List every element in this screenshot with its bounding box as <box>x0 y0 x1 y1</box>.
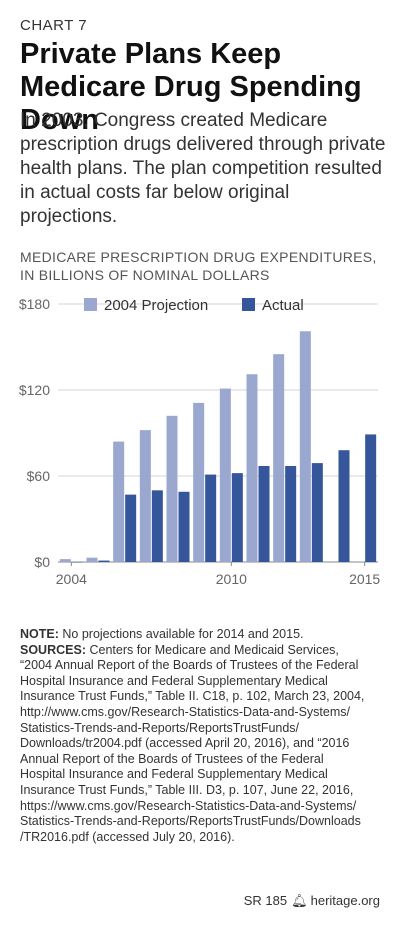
legend-label-actual: Actual <box>262 297 304 314</box>
projection-bar <box>59 559 71 562</box>
projection-bar <box>219 388 231 562</box>
actual-bar <box>178 491 190 562</box>
heritage-bell-icon: 🔔︎ <box>291 893 308 908</box>
legend-label-projection: 2004 Projection <box>104 297 208 314</box>
actual-bar <box>71 562 83 563</box>
legend-swatch-actual <box>242 298 255 311</box>
sources-line: “2004 Annual Report of the Boards of Tru… <box>20 658 359 673</box>
actual-bar <box>151 490 163 562</box>
note-line: NOTE: No projections available for 2014 … <box>20 627 386 643</box>
sources-line: http://www.cms.gov/Research-Statistics-D… <box>20 704 350 719</box>
projection-bar <box>139 430 151 562</box>
footer-site: heritage.org <box>310 893 380 908</box>
projection-bar <box>166 415 178 562</box>
notes-block: NOTE: No projections available for 2014 … <box>20 627 386 845</box>
actual-bar <box>231 473 243 562</box>
sources-line: Hospital Insurance and Federal Supplemen… <box>20 767 328 782</box>
y-tick-label: $120 <box>19 382 50 398</box>
projection-bar <box>299 331 311 562</box>
x-tick-label: 2010 <box>216 571 247 587</box>
actual-bar <box>285 465 297 562</box>
actual-bar <box>98 560 110 562</box>
legend-swatch-projection <box>84 298 97 311</box>
chart-headline: Private Plans Keep Medicare Drug Spendin… <box>20 38 362 136</box>
sources-line: https://www.cms.gov/Research-Statistics-… <box>20 798 357 813</box>
bar-chart: $0 $60 $120 $180 2004 2010 2015 2004 Projection… <box>19 296 381 587</box>
footer: SR 185 🔔︎ heritage.org <box>244 893 380 909</box>
y-tick-label: $0 <box>34 554 50 570</box>
projection-bar <box>86 557 98 562</box>
sources-line: /TR2016.pdf (accessed July 20, 2016). <box>20 829 235 844</box>
sources-line: Downloads/tr2004.pdf (accessed April 20,… <box>20 736 350 751</box>
sources-first-line: SOURCES: Centers for Medicare and Medica… <box>20 643 386 659</box>
sources-line: Centers for Medicare and Medicaid Servic… <box>89 642 339 657</box>
projection-bar <box>273 354 285 562</box>
actual-bar <box>258 465 270 562</box>
sources-line: Statistics-Trends-and-Reports/ReportsTru… <box>20 814 361 829</box>
chart-axis-title: MEDICARE PRESCRIPTION DRUG EXPENDITURES,… <box>20 248 390 284</box>
chart-number-label: CHART 7 <box>20 17 88 34</box>
sources-line: Statistics-Trends-and-Reports/ReportsTru… <box>20 720 300 735</box>
actual-bar <box>125 494 137 562</box>
chart-subtitle: In 2003, Congress created Medicare presc… <box>20 110 386 227</box>
y-tick-label: $180 <box>19 296 50 312</box>
x-tick-label: 2015 <box>349 571 380 587</box>
actual-bar <box>311 463 323 562</box>
chart-axis-title-line-2: IN BILLIONS OF NOMINAL DOLLARS <box>20 267 270 283</box>
x-tick-label: 2004 <box>56 571 87 587</box>
sources-line: Insurance Trust Funds,” Table II. C18, p… <box>20 689 365 704</box>
actual-bar <box>205 474 217 562</box>
projection-bar <box>246 374 258 562</box>
chart-axis-title-line-1: MEDICARE PRESCRIPTION DRUG EXPENDITURES, <box>20 249 377 265</box>
projection-bar <box>193 402 205 562</box>
note-label: NOTE: <box>20 627 59 641</box>
actual-bar <box>365 434 377 562</box>
sources-line: Insurance Trust Funds,” Table III. D3, p… <box>20 782 354 797</box>
report-number: SR 185 <box>243 893 288 908</box>
sources-label: SOURCES: <box>20 642 86 657</box>
projection-bar <box>113 441 125 562</box>
sources-line: Hospital Insurance and Federal Supplemen… <box>20 673 328 688</box>
sources-line: Annual Report of the Boards of Trustees … <box>20 751 324 766</box>
y-tick-label: $60 <box>27 468 51 484</box>
actual-bar <box>338 450 350 562</box>
note-text: No projections available for 2014 and 20… <box>62 627 304 641</box>
